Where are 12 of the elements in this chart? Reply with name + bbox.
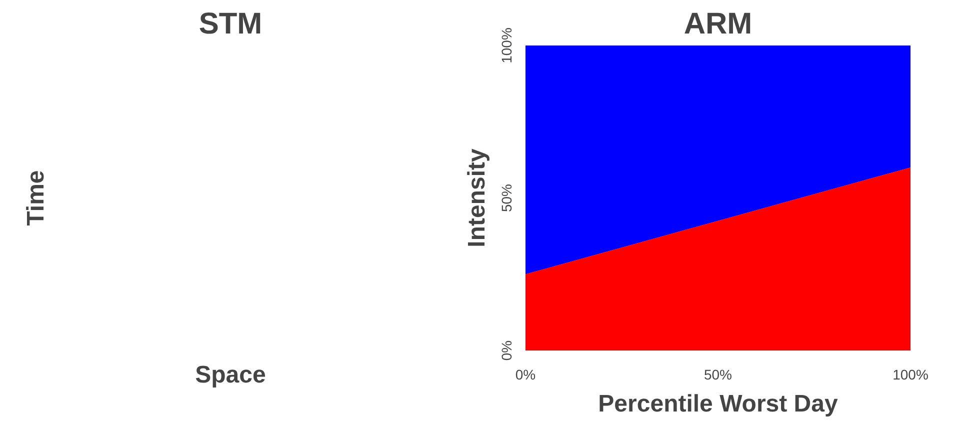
text: Space bbox=[195, 362, 266, 388]
x-tick-label: 100% bbox=[892, 366, 928, 382]
text: STM bbox=[198, 8, 262, 40]
y-tick-label: 100% bbox=[498, 28, 514, 64]
x-tick-label: 50% bbox=[704, 366, 732, 382]
y-tick-label: 50% bbox=[498, 184, 514, 212]
y-axis-title: Intensity bbox=[464, 148, 490, 248]
chart-title: ARM bbox=[684, 8, 752, 40]
text: Time bbox=[22, 170, 50, 226]
y-tick-label: 0% bbox=[498, 340, 514, 361]
x-tick-label: 0% bbox=[515, 366, 536, 382]
x-axis-title: Percentile Worst Day bbox=[598, 390, 838, 418]
